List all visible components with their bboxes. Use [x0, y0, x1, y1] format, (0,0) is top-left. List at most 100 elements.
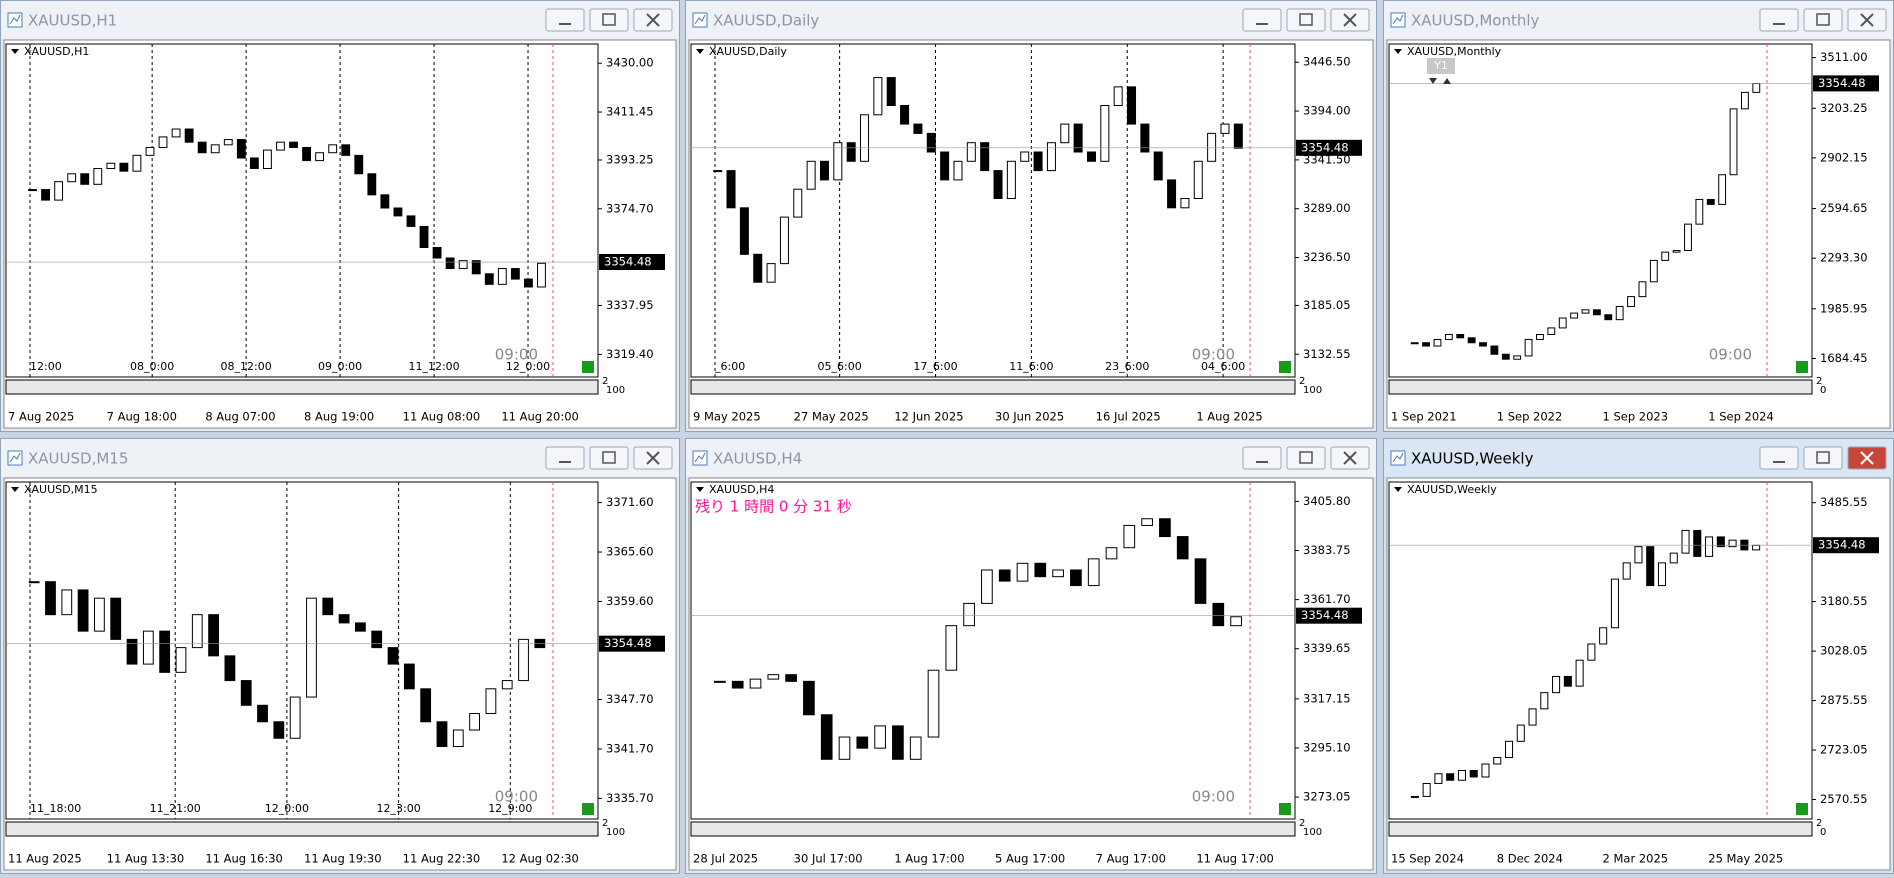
y-tick-label: 3028.05 [1820, 644, 1868, 658]
window-title: XAUUSD,H4 [713, 450, 802, 468]
candle-body [1575, 659, 1584, 687]
y-tick-label: 3273.05 [1303, 790, 1351, 804]
date-label: 8 Aug 07:00 [205, 410, 275, 424]
window-title: XAUUSD,Weekly [1411, 450, 1534, 468]
countdown: 残り 1 時間 0 分 31 秒 [695, 498, 852, 516]
y-tick-label: 1684.45 [1820, 351, 1868, 365]
window-min-button[interactable] [1242, 446, 1282, 470]
candle-body [501, 680, 513, 690]
candle-body [236, 139, 246, 159]
candle-body [1073, 123, 1083, 153]
window-max-button[interactable] [589, 8, 629, 32]
candle-body [28, 189, 37, 192]
time-marker: 09:00 [1192, 346, 1235, 364]
candle-body [158, 136, 168, 148]
chart-window[interactable]: XAUUSD,M15 XAUUSD,M15 3371.60 3365.60 3359.6… [0, 438, 680, 874]
candle-body [767, 674, 780, 680]
date-label: 27 May 2025 [794, 410, 869, 424]
y-tick-label: 2723.05 [1820, 743, 1868, 757]
candle-body [276, 141, 285, 151]
candle-body [240, 680, 252, 706]
candle-body [1006, 160, 1016, 200]
candle-body [132, 154, 142, 172]
candle-body [171, 128, 181, 138]
symbol-label: XAUUSD,Monthly [1407, 45, 1502, 58]
candle-body [1741, 91, 1749, 110]
window-min-button[interactable] [545, 8, 585, 32]
period-label: 11_6:00 [1009, 360, 1053, 373]
date-label: 7 Aug 2025 [8, 410, 74, 424]
candle-body [485, 688, 497, 715]
window-min-button[interactable] [1759, 446, 1799, 470]
indicator-strip [1388, 821, 1813, 837]
y-tick-label: 3203.25 [1820, 101, 1868, 115]
candle-body [1434, 773, 1443, 784]
period-label: 11_12:00 [408, 360, 459, 373]
window-max-button[interactable] [1803, 8, 1843, 32]
candle-body [1159, 518, 1171, 538]
plot-border [5, 481, 599, 820]
candle-body [387, 647, 399, 665]
chart-window[interactable]: XAUUSD,Daily XAUUSD,Daily 3446.50 3394.00 33… [685, 0, 1377, 432]
y-tick-label: 3132.55 [1303, 347, 1351, 361]
candle-body [289, 696, 301, 739]
window-max-button[interactable] [1286, 446, 1326, 470]
candle-body [436, 721, 448, 747]
chart-window[interactable]: XAUUSD,H4 XAUUSD,H4 3405.80 3383.75 3361.70 3… [685, 438, 1377, 874]
candle-body [749, 678, 762, 689]
candle-body [1220, 123, 1230, 134]
chart-window[interactable]: XAUUSD,Weekly XAUUSD,Weekly 3485.55 3180.55… [1383, 438, 1894, 874]
indicator-label: 0 [1820, 827, 1826, 838]
candle-body [354, 154, 364, 175]
candle-body [126, 638, 138, 665]
button-glyph [602, 13, 616, 26]
y-tick-label: 3319.40 [606, 347, 654, 361]
chart-window[interactable]: XAUUSD,H1 XAUUSD,H1 3430.00 3411.45 3393.25 3… [0, 0, 680, 432]
candle-body [803, 680, 815, 716]
candle-body [28, 581, 40, 584]
candle-body [80, 173, 90, 185]
period-label: 11_18:00 [30, 802, 81, 815]
window-max-button[interactable] [1286, 8, 1326, 32]
period-label: 04_6:00 [1201, 360, 1245, 373]
date-label: 8 Aug 19:00 [304, 410, 374, 424]
window-min-button[interactable] [1242, 8, 1282, 32]
button-glyph [1299, 13, 1313, 26]
window-min-button[interactable] [545, 446, 585, 470]
candle-body [119, 162, 129, 172]
date-label: 11 Aug 19:30 [304, 852, 382, 866]
candle-body [289, 141, 298, 148]
candle-body [860, 114, 870, 162]
badge-box [1427, 58, 1455, 74]
period-label: 23_6:00 [1105, 360, 1149, 373]
chart-window[interactable]: XAUUSD,Monthly XAUUSD,Monthly 3511.00 3203.… [1383, 0, 1894, 432]
plot-border [690, 43, 1296, 378]
candle-body [1695, 198, 1704, 225]
candle-body [1587, 643, 1596, 661]
date-label: 11 Aug 13:30 [107, 852, 185, 866]
symbol-arrow [1394, 49, 1402, 54]
candle-body [980, 142, 990, 172]
date-label: 7 Aug 17:00 [1096, 852, 1166, 866]
date-label: 8 Dec 2024 [1497, 852, 1563, 866]
candle-body [1444, 334, 1453, 340]
candle-body [1490, 345, 1499, 355]
window-icon-line [1392, 14, 1404, 25]
candle-body [338, 614, 350, 624]
candle-body [1141, 518, 1153, 526]
symbol-label: XAUUSD,H1 [24, 45, 89, 58]
candle-body [1020, 151, 1030, 162]
button-glyph [1816, 451, 1830, 464]
window-min-button[interactable] [1759, 8, 1799, 32]
window-max-button[interactable] [589, 446, 629, 470]
plot-border [1388, 481, 1813, 820]
date-label: 9 May 2025 [693, 410, 761, 424]
candle-body [445, 257, 455, 270]
candle-body [322, 597, 334, 616]
candle-body [1592, 309, 1601, 316]
window-title: XAUUSD,H1 [28, 12, 117, 30]
window-max-button[interactable] [1803, 446, 1843, 470]
candle-body [873, 77, 883, 116]
candle-body [1422, 782, 1431, 797]
